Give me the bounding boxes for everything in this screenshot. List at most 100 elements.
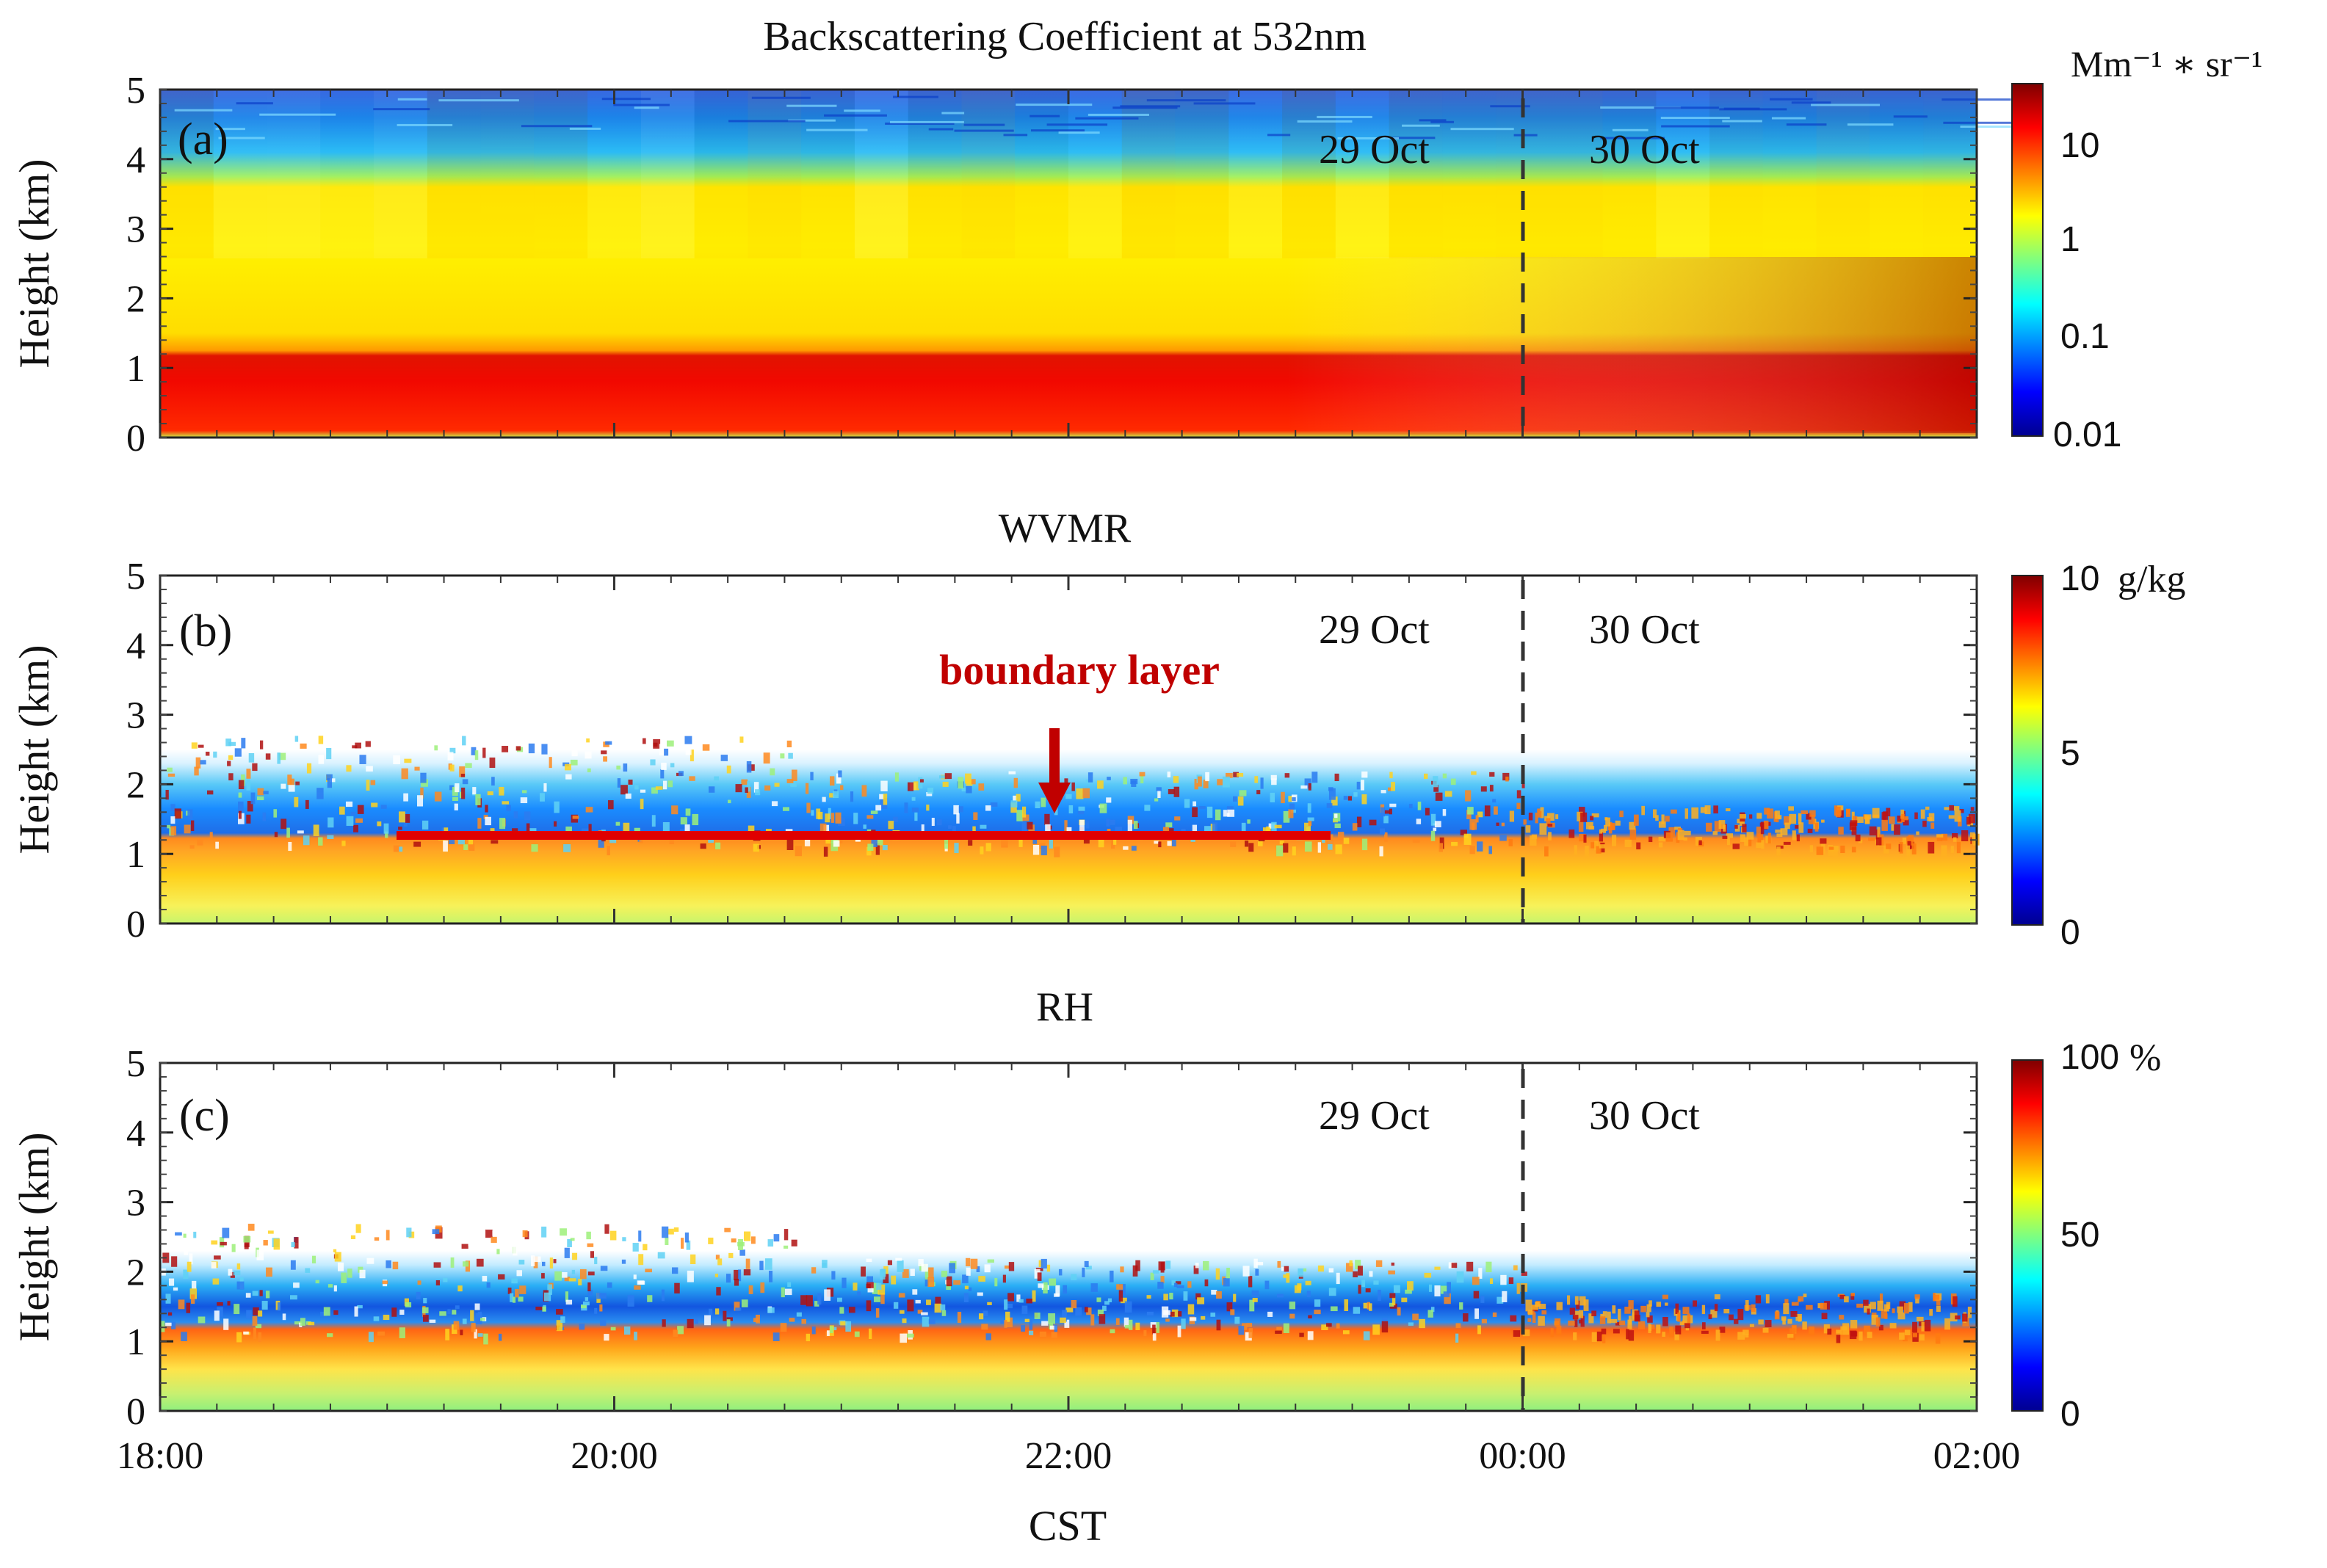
speckle [1193, 801, 1197, 807]
speckle [259, 740, 264, 749]
speckle [429, 1319, 436, 1324]
speckle [1140, 774, 1144, 784]
speckle [753, 1318, 759, 1323]
speckle [874, 1296, 880, 1302]
speckle [167, 767, 173, 772]
panel-c-date-right: 30 Oct [1589, 1093, 1700, 1139]
speckle [581, 1304, 587, 1309]
speckle [1407, 1281, 1414, 1291]
speckle [1029, 1330, 1034, 1335]
speckle [662, 780, 667, 790]
speckle [1326, 803, 1333, 808]
speckle [1577, 811, 1583, 821]
speckle [1173, 1282, 1178, 1288]
speckle [1546, 818, 1551, 827]
speckle [978, 1313, 984, 1320]
speckle [1578, 1319, 1582, 1324]
speckle [513, 1244, 518, 1256]
speckle [345, 801, 353, 807]
speckle [1494, 806, 1498, 815]
speckle [405, 1302, 412, 1308]
speckle [1798, 813, 1802, 824]
speckle [1556, 1325, 1562, 1335]
speckle [1197, 776, 1202, 787]
speckle [1776, 833, 1783, 838]
speckle [1086, 1307, 1092, 1315]
speckle [404, 758, 412, 763]
speckle [1430, 824, 1437, 828]
speckle [804, 837, 811, 846]
speckle [186, 1302, 191, 1313]
speckle [1835, 806, 1841, 818]
speckle [1328, 1268, 1334, 1273]
speckle [1110, 819, 1115, 825]
speckle [1611, 835, 1617, 846]
speckle [1150, 1272, 1154, 1280]
speckle [1525, 1299, 1532, 1312]
speckle [734, 1279, 739, 1286]
speckle [941, 1271, 948, 1277]
speckle [1065, 1307, 1074, 1313]
speckle [1922, 821, 1927, 827]
speckle [1156, 787, 1162, 791]
speckle [1801, 810, 1809, 815]
speckle [1133, 821, 1138, 830]
speckle [1107, 1298, 1112, 1303]
speckle [540, 793, 545, 802]
speckle [1353, 1271, 1358, 1278]
speckle [1624, 1306, 1631, 1314]
speckle [734, 1269, 739, 1281]
speckle [1389, 803, 1397, 807]
speckle [831, 1326, 837, 1331]
speckle [760, 1282, 765, 1293]
speckle [452, 1310, 457, 1315]
speckle [1204, 1279, 1209, 1287]
speckle [1276, 1326, 1282, 1330]
speckle [579, 1324, 585, 1330]
speckle [521, 790, 527, 794]
speckle [215, 841, 219, 849]
speckle [1267, 1311, 1273, 1317]
speckle [904, 802, 908, 813]
profile-column [1549, 90, 1603, 258]
speckle [726, 765, 731, 774]
speckle [1836, 1333, 1841, 1343]
speckle [987, 1302, 992, 1305]
speckle [879, 794, 884, 799]
speckle [1748, 836, 1752, 846]
noise-streak [963, 123, 1005, 126]
speckle [1572, 1315, 1579, 1320]
speckle [1469, 846, 1475, 854]
speckle [1936, 834, 1944, 838]
speckle [780, 753, 785, 759]
speckle [1465, 790, 1472, 802]
speckle [1496, 822, 1499, 827]
speckle [946, 1276, 952, 1287]
speckle [1550, 1328, 1554, 1337]
speckle [1304, 822, 1311, 832]
speckle [1661, 814, 1665, 824]
speckle [1776, 846, 1781, 856]
speckle [236, 1263, 241, 1270]
speckle [1045, 824, 1051, 835]
speckle [598, 838, 604, 848]
speckle [1450, 778, 1456, 785]
speckle [1021, 821, 1027, 834]
speckle [1054, 846, 1060, 857]
y-tick-label: 2 [126, 278, 145, 320]
speckle [1361, 771, 1368, 778]
speckle [708, 786, 715, 793]
speckle [587, 1290, 593, 1296]
speckle [1230, 841, 1237, 847]
speckle [1106, 797, 1112, 803]
speckle [353, 824, 359, 832]
speckle [966, 1267, 971, 1276]
speckle [281, 819, 287, 830]
speckle [1701, 1330, 1709, 1334]
speckle [1523, 819, 1527, 825]
speckle [1944, 807, 1950, 810]
speckle [1353, 1307, 1361, 1314]
speckle [861, 1266, 866, 1277]
